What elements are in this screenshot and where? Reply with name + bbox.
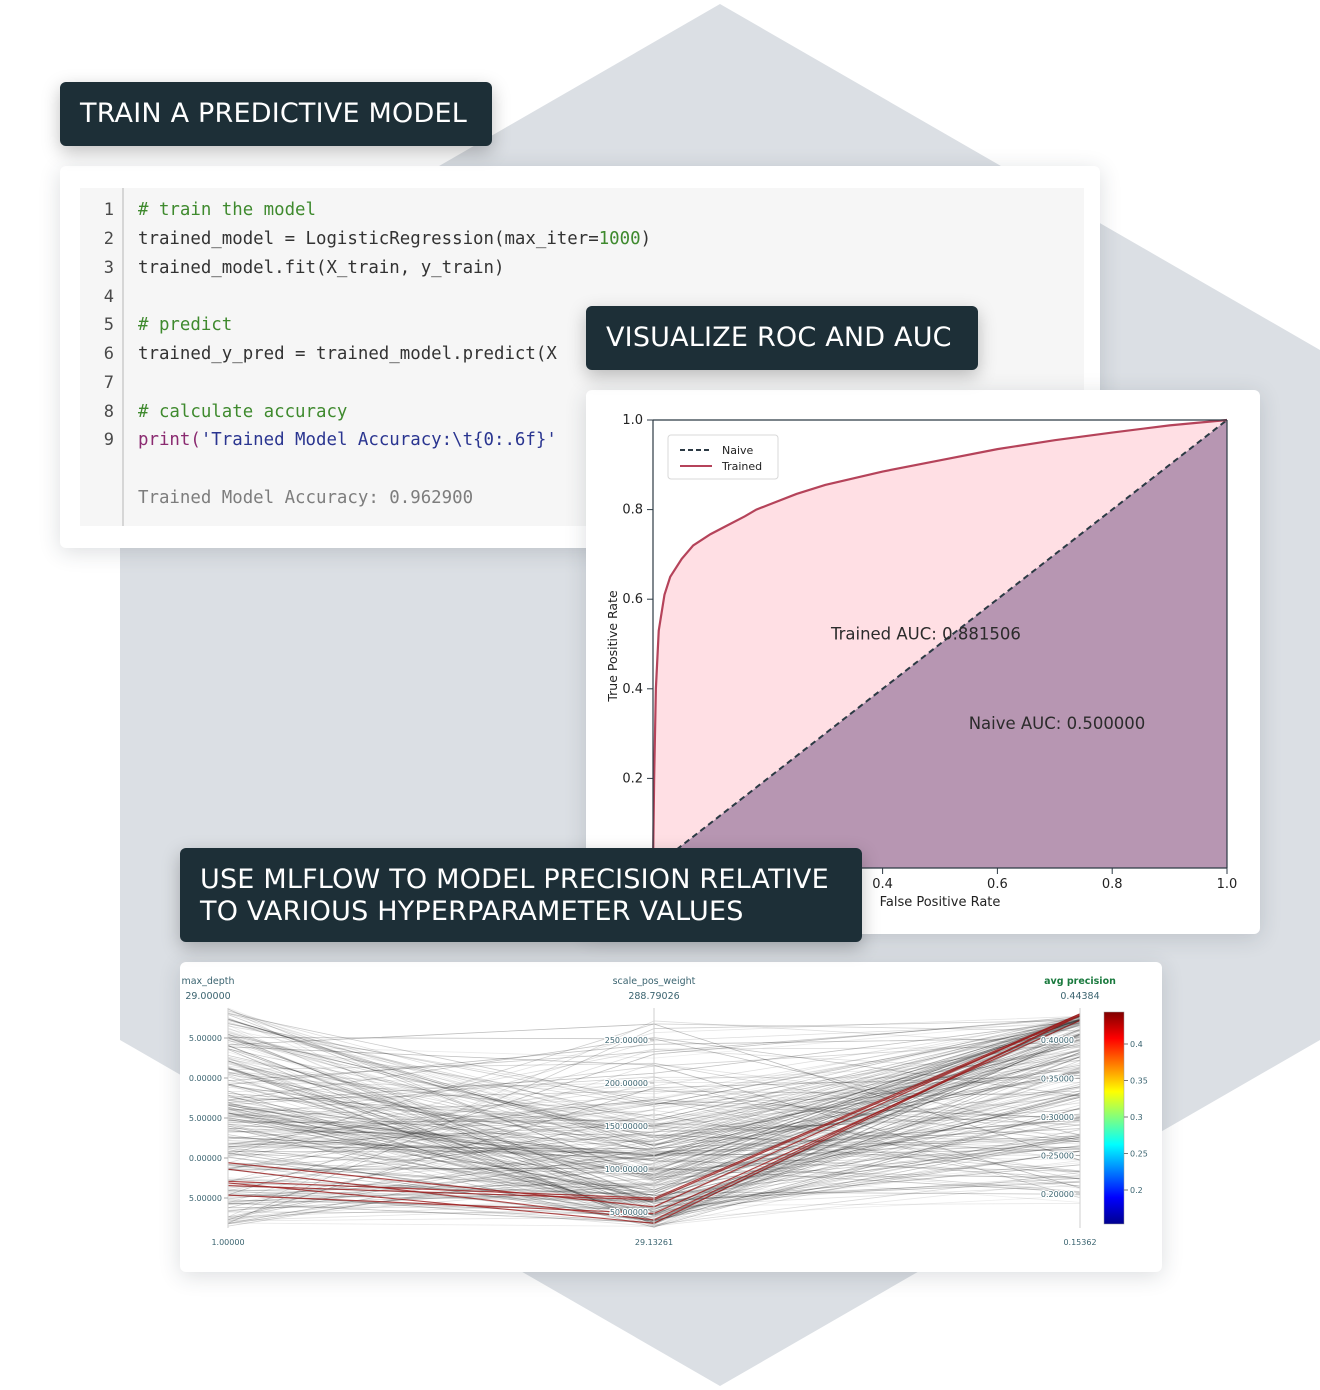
- y-tick-label: 0.8: [622, 503, 643, 518]
- x-axis-label: False Positive Rate: [880, 895, 1001, 910]
- pc-axis-top-label: 288.79026: [628, 991, 679, 1002]
- code-line-6: trained_y_pred = trained_model.predict(X: [138, 344, 557, 364]
- mlflow-label: USE MLFLOW TO MODEL PRECISION RELATIVE T…: [180, 848, 862, 942]
- y-axis-label: True Positive Rate: [605, 590, 620, 703]
- pc-tick-label: 0.00000: [189, 1154, 222, 1163]
- line-number: 1: [103, 200, 114, 220]
- line-number: 5: [103, 315, 114, 335]
- colorbar: [1103, 1011, 1125, 1225]
- y-tick-label: 0.2: [622, 771, 643, 786]
- x-tick-label: 0.8: [1102, 877, 1123, 892]
- naive-line: [652, 419, 1228, 869]
- legend: Naive Trained: [667, 434, 779, 480]
- legend-trained-label: Trained: [721, 460, 762, 473]
- x-tick-label: 1.0: [1217, 877, 1238, 892]
- line-number: 8: [103, 402, 114, 422]
- code-line-2: trained_model = LogisticRegression(max_i…: [138, 229, 652, 249]
- naive-auc-annotation: Naive AUC: 0.500000: [969, 714, 1146, 733]
- pc-axis-top-label: 0.44384: [1060, 991, 1099, 1002]
- colorbar-tick-label: 0.25: [1130, 1150, 1148, 1159]
- x-tick-label: 0.4: [872, 877, 893, 892]
- train-model-label: TRAIN A PREDICTIVE MODEL: [60, 82, 492, 146]
- pc-axis-name: scale_pos_weight: [613, 976, 696, 987]
- legend-box: [667, 434, 779, 480]
- colorbar-tick-label: 0.4: [1130, 1040, 1143, 1049]
- trained-auc-annotation: Trained AUC: 0.881506: [830, 625, 1021, 644]
- y-tick-label: 0.4: [622, 682, 643, 697]
- colorbar-tick-label: 0.35: [1130, 1077, 1148, 1086]
- code-line-9: print('Trained Model Accuracy:\t{0:.6f}': [138, 430, 557, 450]
- y-tick-label: 0.6: [622, 592, 643, 607]
- line-gutter: 1 2 3 4 5 6 7 8 9: [80, 188, 124, 526]
- line-number: 9: [103, 430, 114, 450]
- pc-tick-label: 5.00000: [189, 1114, 222, 1123]
- pc-axis-top-label: 29.00000: [185, 991, 230, 1002]
- code-editor: 1 2 3 4 5 6 7 8 9 # train the model trai…: [80, 188, 1084, 526]
- pc-tick-label: 150.00000: [605, 1122, 648, 1131]
- code-line-1: # train the model: [138, 200, 316, 220]
- code-line-8: # calculate accuracy: [138, 402, 348, 422]
- x-tick-label: 0.6: [987, 877, 1008, 892]
- pc-tick-label: 5.00000: [189, 1034, 222, 1043]
- roc-auc-label: VISUALIZE ROC AND AUC: [586, 306, 978, 370]
- line-number: 3: [103, 258, 114, 278]
- pc-tick-label: 0.30000: [1041, 1113, 1074, 1122]
- legend-naive-label: Naive: [722, 444, 754, 457]
- line-number: 6: [103, 344, 114, 364]
- trained-line: [651, 418, 1228, 869]
- pc-tick-label: 100.00000: [605, 1165, 648, 1174]
- pc-tick-label: 200.00000: [605, 1079, 648, 1088]
- roc-card: 1.0 0.8 0.6 0.4 0.2 0.4 0.6 0.8 1.0 Naive Trained T…: [586, 390, 1260, 934]
- y-tick-label: 1.0: [622, 413, 643, 428]
- line-number: 4: [103, 287, 114, 307]
- code-line-3: trained_model.fit(X_train, y_train): [138, 258, 505, 278]
- line-number: 7: [103, 373, 114, 393]
- pc-axis-bottom-label: 29.13261: [635, 1238, 673, 1247]
- mlflow-card: max_depth 29.00000 1.00000 5.00000 0.00000 5.…: [180, 962, 1162, 1272]
- colorbar-tick-label: 0.2: [1130, 1186, 1143, 1195]
- pc-axis-name: max_depth: [181, 976, 234, 987]
- pc-tick-label: 0.25000: [1041, 1152, 1074, 1161]
- pc-tick-label: 0.35000: [1041, 1075, 1074, 1084]
- code-output: Trained Model Accuracy: 0.962900: [138, 488, 474, 508]
- pc-tick-label: 0.00000: [189, 1074, 222, 1083]
- code-line-5: # predict: [138, 315, 233, 335]
- roc-chart: 1.0 0.8 0.6 0.4 0.2 0.4 0.6 0.8 1.0 Naive Trained T…: [605, 413, 1238, 910]
- parallel-coordinates-chart: max_depth 29.00000 1.00000 5.00000 0.00000 5.…: [181, 976, 1148, 1247]
- line-number: 2: [103, 229, 114, 249]
- pc-axis-bottom-label: 1.00000: [211, 1238, 244, 1247]
- pc-axis-bottom-label: 0.15362: [1063, 1238, 1096, 1247]
- colorbar-tick-label: 0.3: [1130, 1113, 1143, 1122]
- pc-tick-label: 5.00000: [189, 1194, 222, 1203]
- pc-tick-label: 50.00000: [610, 1208, 648, 1217]
- pc-axis-name: avg precision: [1044, 976, 1116, 987]
- pc-tick-label: 0.40000: [1041, 1036, 1074, 1045]
- pc-tick-label: 0.20000: [1041, 1190, 1074, 1199]
- pc-tick-label: 250.00000: [605, 1036, 648, 1045]
